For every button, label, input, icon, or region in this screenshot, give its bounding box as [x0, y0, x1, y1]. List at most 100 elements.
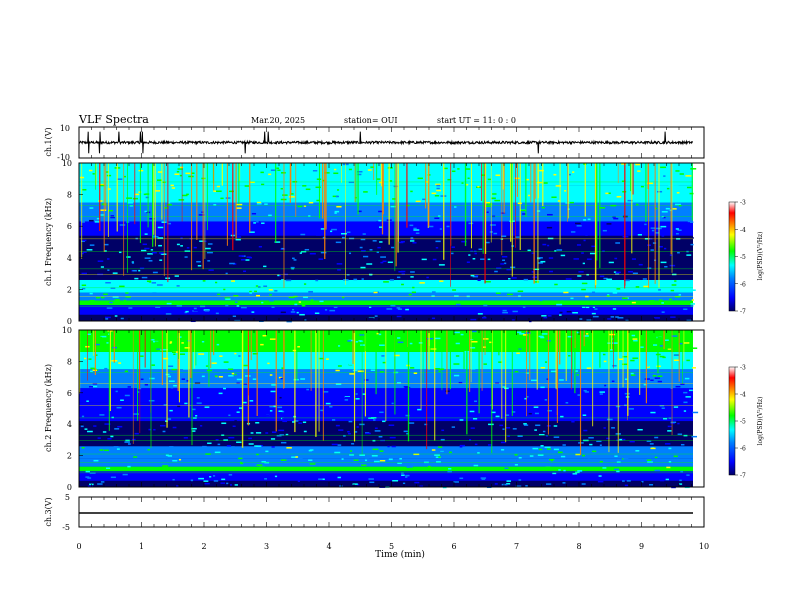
date-label: Mar.20, 2025 — [251, 116, 305, 125]
spectrogram-speckle — [320, 228, 325, 230]
spectrogram-speckle — [205, 247, 211, 250]
spectrogram-speckle — [347, 430, 350, 433]
spectrogram-speckle — [91, 385, 98, 388]
spectrogram-speckle — [136, 382, 141, 384]
spectrogram-speckle — [592, 315, 599, 318]
spectrogram-speckle — [642, 300, 646, 303]
spectrogram-speckle — [260, 343, 264, 346]
spectrogram-speckle — [151, 236, 156, 238]
spectrogram-speckle — [282, 420, 288, 423]
spectrogram-speckle — [120, 317, 124, 320]
spectrogram-speckle — [544, 399, 548, 401]
spectrogram-speckle — [679, 479, 682, 482]
spectrogram-speckle — [532, 447, 539, 450]
spectrogram-speckle — [514, 370, 519, 373]
spectrogram-speckle — [489, 344, 492, 346]
spectrogram-speckle — [631, 301, 636, 304]
spectrogram-speckle — [483, 304, 488, 307]
spectrogram-speckle — [508, 278, 511, 280]
colorbar-gradient — [728, 366, 736, 476]
spectrogram-speckle — [131, 261, 134, 263]
spectrogram-speckle — [691, 435, 698, 438]
ytick-label: 10 — [60, 124, 70, 133]
spectrogram-speckle — [259, 466, 265, 469]
spectrogram-speckle — [211, 401, 214, 403]
spectrogram-speckle — [286, 363, 291, 366]
spectrogram-speckle — [403, 430, 408, 433]
spectrogram-speckle — [277, 406, 283, 409]
colorbar-ch1: -3-4-5-6-7 log(PSD)(V²/Hz) — [728, 200, 764, 316]
spectrogram-speckle — [517, 290, 524, 293]
spectrogram-speckle — [375, 332, 379, 335]
spectrogram-speckle — [297, 361, 302, 364]
spectrogram-speckle — [263, 285, 268, 287]
spectrogram-speckle — [239, 385, 245, 388]
spectrogram-speckle — [361, 278, 364, 280]
spectrogram-speckle — [433, 179, 438, 181]
spectrogram-speckle — [285, 282, 290, 285]
spectrogram-speckle — [399, 241, 404, 244]
spectrogram-speckle — [192, 408, 196, 411]
spectrogram-speckle — [110, 287, 116, 289]
spectrogram-speckle — [296, 302, 299, 304]
spectrogram-speckle — [79, 170, 82, 173]
spectrogram-speckle — [397, 462, 402, 465]
spectrogram-speckle — [176, 170, 180, 173]
spectrogram-speckle — [375, 188, 380, 190]
spectrogram-speckle — [622, 355, 628, 358]
spectrogram-speckle — [586, 333, 589, 335]
spectrogram-speckle — [315, 186, 321, 189]
spectrogram-speckle — [154, 476, 159, 479]
ytick-label: 4 — [67, 420, 72, 429]
spectrogram-speckle — [133, 456, 138, 458]
spectrogram-speckle — [278, 300, 282, 303]
spectrogram-speckle — [612, 342, 618, 344]
spectrogram-speckle — [631, 334, 636, 337]
spectrogram-speckle — [329, 447, 332, 450]
spectrogram-speckle — [474, 443, 478, 446]
spectrogram-speckle — [470, 274, 475, 277]
spectrogram-speckle — [280, 459, 287, 461]
spectrogram-speckle — [578, 227, 582, 230]
spectrogram-speckle — [537, 454, 544, 456]
spectrogram-speckle — [617, 317, 624, 319]
spectrogram-speckle — [434, 454, 440, 456]
spectrogram-speckle — [298, 458, 303, 460]
spectrogram-speckle — [637, 428, 643, 431]
spectrogram-speckle — [251, 212, 257, 215]
colorbar-tick-label: -3 — [740, 365, 746, 372]
spectrogram-speckle — [609, 312, 614, 315]
spectrogram-speckle — [379, 371, 385, 373]
spectrogram-speckle — [95, 354, 98, 356]
spectrogram-band — [79, 421, 693, 434]
spectrogram-speckle — [640, 185, 644, 188]
spectrogram-speckle — [570, 231, 576, 233]
spectrogram-speckle — [100, 296, 105, 299]
spectrogram-speckle — [574, 370, 578, 372]
spectrogram-speckle — [133, 197, 139, 200]
spectrogram-speckle — [660, 166, 667, 169]
xtick-label: 4 — [326, 542, 331, 551]
spectrogram-speckle — [139, 267, 145, 270]
spectrogram-speckle — [191, 427, 197, 430]
spectrogram-speckle — [308, 449, 312, 452]
spectrogram-speckle — [412, 286, 415, 289]
spectrogram-speckle — [397, 341, 404, 344]
spectrogram-speckle — [256, 294, 260, 297]
spectrogram-speckle — [152, 271, 158, 274]
spectrogram-speckle — [635, 450, 640, 452]
spectrogram-speckle — [470, 250, 473, 252]
spectrogram-speckle — [531, 271, 535, 273]
spectrogram-speckle — [258, 286, 261, 288]
spectrogram-speckle — [661, 235, 665, 237]
spectrogram-speckle — [649, 300, 655, 302]
spectrogram-speckle — [104, 367, 108, 370]
spectrogram-speckle — [502, 428, 505, 430]
spectrogram-speckle — [274, 290, 278, 292]
spectrogram-speckle — [84, 308, 88, 310]
spectrogram-speckle — [353, 278, 358, 281]
spectrogram-speckle — [276, 167, 280, 170]
spectrogram-speckle — [526, 396, 529, 398]
spectrogram-speckle — [581, 458, 586, 461]
spectrogram-speckle — [689, 389, 693, 392]
